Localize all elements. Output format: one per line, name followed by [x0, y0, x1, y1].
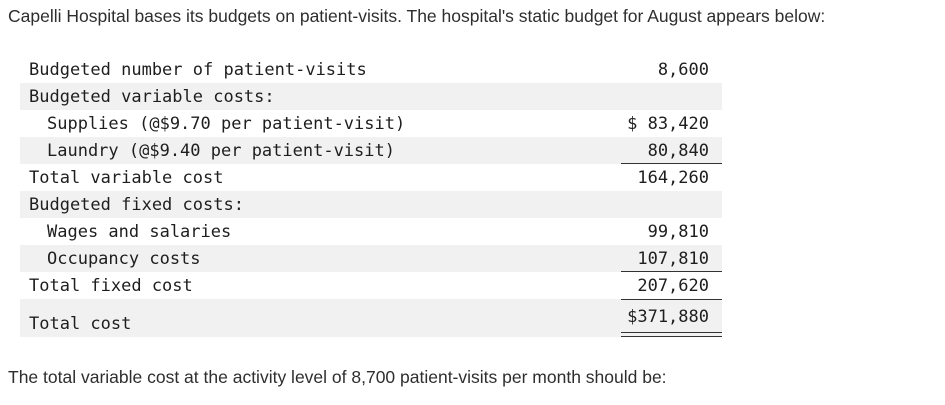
row-amount: 107,810 — [637, 249, 709, 269]
row-amount: 8,600 — [657, 60, 709, 80]
row-amount: $ 83,420 — [627, 114, 709, 134]
table-row-total-variable-cost: Total variable cost 164,260 — [20, 164, 722, 191]
row-amount: 80,840 — [647, 141, 709, 161]
row-amount: $371,880 — [627, 307, 709, 327]
row-label: Total variable cost — [29, 168, 224, 188]
row-amount: 207,620 — [637, 276, 709, 296]
subtotal-rule — [621, 163, 722, 164]
table-row-wages: Wages and salaries 99,810 — [20, 218, 722, 245]
table-row-supplies: Supplies (@$9.70 per patient-visit) $ 83… — [20, 110, 722, 137]
grand-total-double-rule — [621, 332, 722, 337]
row-label: Budgeted variable costs: — [29, 87, 275, 107]
row-amount: 99,810 — [647, 222, 709, 242]
table-row-occupancy: Occupancy costs 107,810 — [20, 245, 722, 272]
row-label: Occupancy costs — [47, 249, 201, 269]
table-row-laundry: Laundry (@$9.40 per patient-visit) 80,84… — [20, 137, 722, 164]
row-label: Total fixed cost — [29, 276, 193, 296]
subtotal-rule — [621, 271, 722, 272]
table-row-patient-visits: Budgeted number of patient-visits 8,600 — [20, 56, 722, 83]
question-text: The total variable cost at the activity … — [8, 367, 667, 387]
row-label: Wages and salaries — [47, 222, 232, 242]
intro-text: Capelli Hospital bases its budgets on pa… — [8, 6, 826, 26]
static-budget-table: Budgeted number of patient-visits 8,600 … — [20, 56, 722, 337]
table-row-total-fixed-cost: Total fixed cost 207,620 — [20, 272, 722, 299]
row-label: Laundry (@$9.40 per patient-visit) — [47, 141, 395, 161]
row-label: Supplies (@$9.70 per patient-visit) — [47, 114, 406, 134]
table-row-fixed-costs-header: Budgeted fixed costs: — [20, 191, 722, 218]
total-rule — [621, 299, 722, 300]
row-amount: 164,260 — [637, 168, 709, 188]
row-label: Budgeted fixed costs: — [29, 195, 244, 215]
row-label: Budgeted number of patient-visits — [29, 60, 367, 80]
table-row-total-cost: Total cost $371,880 — [20, 299, 722, 337]
table-row-variable-costs-header: Budgeted variable costs: — [20, 83, 722, 110]
row-label: Total cost — [29, 314, 132, 334]
